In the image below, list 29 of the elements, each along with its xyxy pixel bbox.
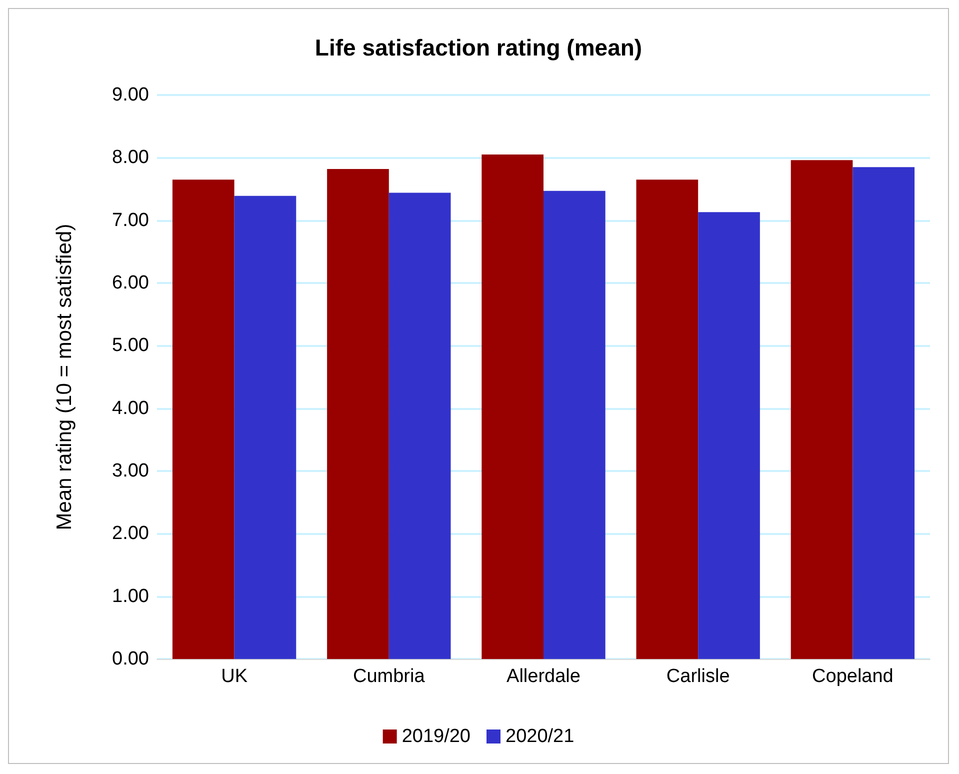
y-tick-label: 3.00 <box>112 460 149 482</box>
bar <box>388 192 451 659</box>
y-tick-label: 7.00 <box>112 210 149 231</box>
x-tick-label: Carlisle <box>666 666 730 687</box>
y-tick-label: 8.00 <box>112 147 149 168</box>
x-tick-label: Copeland <box>812 666 894 687</box>
x-tick-label: UK <box>221 666 248 687</box>
bar <box>852 167 915 659</box>
legend-label: 2019/20 <box>402 726 471 747</box>
bar <box>482 154 544 659</box>
bar <box>636 180 698 659</box>
bar <box>544 190 606 659</box>
bar <box>327 168 389 659</box>
y-tick-label: 6.00 <box>112 272 149 294</box>
bar <box>172 180 234 659</box>
y-tick-label: 2.00 <box>112 523 149 544</box>
bar <box>234 196 296 659</box>
y-tick-label: 0.00 <box>112 648 149 670</box>
chart-title: Life satisfaction rating (mean) <box>314 34 642 60</box>
y-tick-label: 1.00 <box>112 586 149 607</box>
bar <box>790 160 853 659</box>
bar <box>698 212 760 659</box>
legend-label: 2020/21 <box>506 726 574 747</box>
x-tick-label: Allerdale <box>506 666 580 687</box>
y-axis-title: Mean rating (10 = most satisfied) <box>53 224 76 530</box>
y-tick-label: 9.00 <box>112 84 149 106</box>
x-tick-label: Cumbria <box>352 666 426 687</box>
y-tick-label: 4.00 <box>112 398 149 419</box>
y-tick-label: 5.00 <box>112 335 149 356</box>
